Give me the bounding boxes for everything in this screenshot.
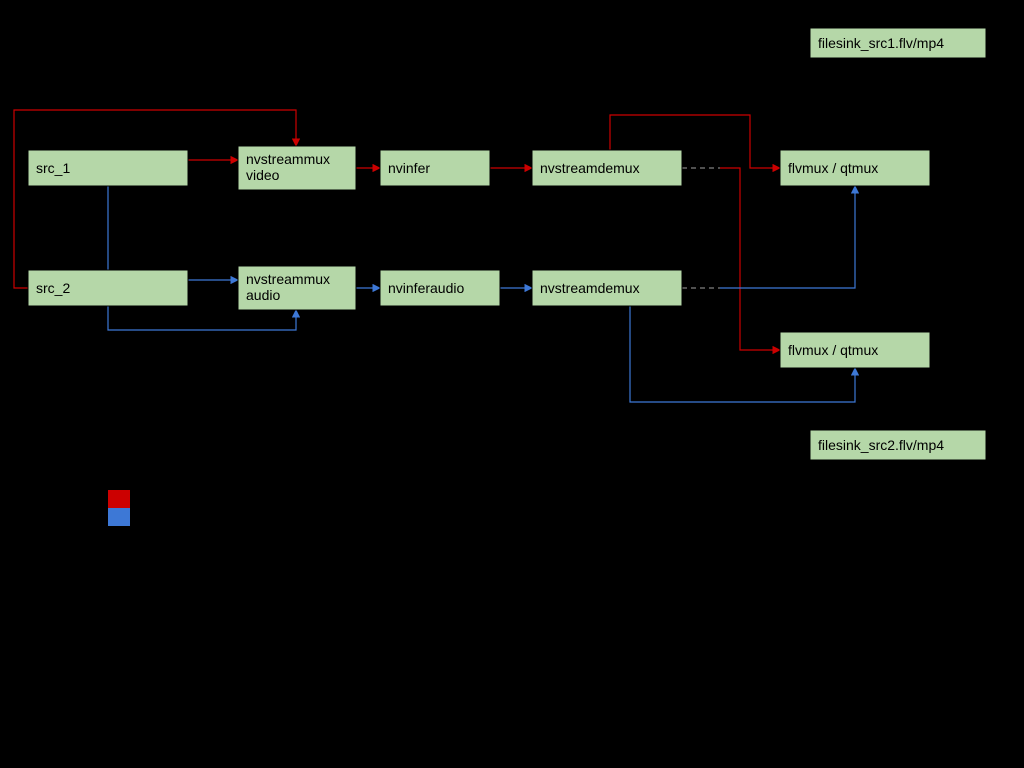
node-src2-label: src_2 xyxy=(36,280,70,296)
node-nvinfera-label: nvinferaudio xyxy=(388,280,464,296)
node-mux2-label: flvmux / qtmux xyxy=(788,342,878,358)
node-muxv-label: video xyxy=(246,167,280,183)
node-nvinfera: nvinferaudio xyxy=(380,270,500,306)
node-filesink1-label: filesink_src1.flv/mp4 xyxy=(818,35,944,51)
node-nvinfer: nvinfer xyxy=(380,150,490,186)
node-demux2-label: nvstreamdemux xyxy=(540,280,640,296)
node-demux1: nvstreamdemux xyxy=(532,150,682,186)
node-muxv: nvstreammuxvideo xyxy=(238,146,356,190)
node-filesink1: filesink_src1.flv/mp4 xyxy=(810,28,986,58)
node-demux1-label: nvstreamdemux xyxy=(540,160,640,176)
node-muxa-label: audio xyxy=(246,287,280,303)
legend-label-audio: audio xyxy=(140,509,174,525)
node-mux1-label: flvmux / qtmux xyxy=(788,160,878,176)
legend: video audio xyxy=(108,490,174,526)
node-src2: src_2 xyxy=(28,270,188,306)
node-mux2: flvmux / qtmux xyxy=(780,332,930,368)
node-src1-label: src_1 xyxy=(36,160,70,176)
node-muxa-label: nvstreammux xyxy=(246,271,330,287)
node-filesink2-label: filesink_src2.flv/mp4 xyxy=(818,437,944,453)
node-filesink2: filesink_src2.flv/mp4 xyxy=(810,430,986,460)
node-demux2: nvstreamdemux xyxy=(532,270,682,306)
node-src1: src_1 xyxy=(28,150,188,186)
pipeline-diagram: filesink_src1.flv/mp4src_1nvstreammuxvid… xyxy=(0,0,1024,768)
node-mux1: flvmux / qtmux xyxy=(780,150,930,186)
legend-swatch-audio xyxy=(108,508,130,526)
node-muxa: nvstreammuxaudio xyxy=(238,266,356,310)
node-nvinfer-label: nvinfer xyxy=(388,160,430,176)
legend-swatch-video xyxy=(108,490,130,508)
legend-label-video: video xyxy=(140,491,174,507)
node-muxv-label: nvstreammux xyxy=(246,151,330,167)
